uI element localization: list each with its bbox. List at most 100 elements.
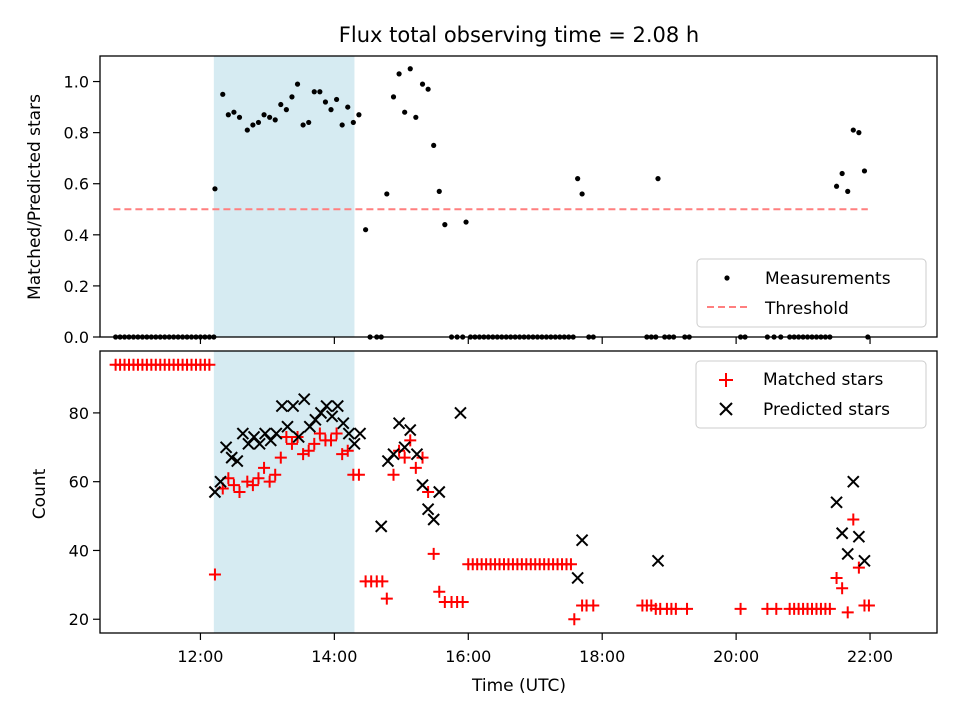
- measurement-point: [845, 188, 851, 194]
- matched-star-point: [246, 479, 259, 492]
- panel-ratio: 0.0 0.2 0.4 0.6 0.8 1.0 Matched/Predicted sta…: [25, 55, 938, 347]
- matched-star-point: [258, 461, 271, 474]
- matched-star-point: [830, 571, 843, 584]
- measurement-point: [267, 114, 273, 120]
- legend-predicted-marker: [719, 402, 733, 416]
- predicted-star-point: [253, 437, 266, 451]
- predicted-star-point: [404, 423, 417, 437]
- matched-star-point: [416, 451, 429, 464]
- chart-title: Flux total observing time = 2.08 h: [339, 23, 699, 47]
- legend-measurements-marker: [724, 275, 730, 281]
- measurement-point: [283, 107, 289, 113]
- matched-star-point: [313, 427, 326, 440]
- y-axis-label-bottom: Count: [30, 468, 50, 519]
- measurement-point: [839, 170, 845, 177]
- measurement-point: [278, 101, 284, 108]
- matched-star-point: [252, 472, 265, 485]
- measurement-point: [225, 112, 231, 118]
- measurement-point: [212, 186, 218, 192]
- measurement-point: [220, 91, 226, 97]
- matched-star-point: [380, 592, 393, 605]
- y-tick-label: 80: [69, 404, 89, 423]
- predicted-star-point: [231, 454, 244, 468]
- measurement-point: [384, 191, 390, 197]
- y-axis-label-top: Matched/Predicted stars: [25, 94, 45, 300]
- matched-star-point: [393, 444, 406, 457]
- matched-star-point: [409, 461, 422, 474]
- plot-frame-bottom: [99, 350, 938, 634]
- predicted-star-point: [433, 485, 446, 499]
- predicted-star-point: [348, 437, 361, 451]
- legend-top: Measurements Threshold: [696, 258, 927, 328]
- plot-frame-top: [99, 55, 938, 338]
- matched-star-point: [387, 468, 400, 481]
- predicted-star-point: [416, 478, 429, 492]
- measurement-point: [390, 94, 397, 100]
- measurement-point: [272, 117, 278, 123]
- matched-star-point: [203, 358, 216, 371]
- matched-star-point: [669, 602, 682, 615]
- measurement-point: [333, 96, 340, 103]
- measurement-point: [250, 122, 256, 128]
- y-tick-label: 0.6: [64, 175, 89, 194]
- measurement-point: [419, 81, 426, 87]
- predicted-star-point: [281, 420, 294, 433]
- measurement-point: [322, 99, 329, 105]
- measurement-point: [861, 168, 868, 174]
- predicted-star-point: [298, 392, 311, 406]
- matched-star-point: [734, 602, 747, 615]
- matched-star-point: [404, 434, 417, 447]
- y-tick-label: 0.2: [64, 277, 89, 296]
- measurement-point: [413, 114, 419, 120]
- predicted-star-point: [421, 502, 435, 516]
- measurement-point: [396, 71, 402, 77]
- measurement-point: [294, 81, 301, 87]
- matched-star-point: [208, 568, 221, 581]
- y-tick-label: 0.8: [64, 124, 89, 143]
- matched-star-point: [770, 602, 783, 615]
- measurement-point: [363, 227, 369, 233]
- predicted-star-point: [331, 399, 344, 413]
- matched-star-point: [285, 437, 298, 450]
- legend-measurements-label: Measurements: [765, 269, 891, 289]
- y-axis-bottom: 20 40 60 80: [69, 404, 100, 629]
- matched-star-point: [280, 430, 293, 443]
- predicted-star-point: [830, 496, 843, 509]
- y-tick-label: 20: [69, 610, 89, 629]
- measurement-point: [350, 119, 356, 126]
- matched-star-point: [568, 613, 581, 626]
- measurement-point: [345, 104, 351, 110]
- predicted-star-point: [858, 554, 871, 567]
- predicted-star-point: [236, 427, 250, 440]
- predicted-star-point: [270, 427, 283, 440]
- y-axis-top: 0.0 0.2 0.4 0.6 0.8 1.0: [64, 73, 100, 347]
- predicted-star-point: [398, 441, 411, 454]
- measurement-point: [289, 94, 295, 100]
- measurement-point: [300, 122, 306, 128]
- y-tick-label: 40: [69, 541, 89, 560]
- matched-star-point: [841, 606, 854, 619]
- measurement-point: [856, 130, 862, 136]
- predicted-star-point: [208, 485, 222, 499]
- matched-star-point: [862, 599, 875, 612]
- legend-predicted-label: Predicted stars: [763, 400, 890, 420]
- matched-star-point: [456, 596, 469, 609]
- measurement-point: [575, 176, 581, 182]
- predicted-star-point: [454, 406, 467, 420]
- matched-star-point: [274, 451, 287, 464]
- measurement-point: [463, 219, 469, 225]
- predicted-star-point: [835, 527, 849, 540]
- predicted-star-point: [847, 475, 860, 488]
- matched-star-point: [263, 475, 276, 488]
- measurement-point: [402, 109, 408, 115]
- y-tick-label: 0.0: [64, 328, 89, 347]
- matched-star-point: [376, 575, 389, 588]
- measurement-point: [244, 127, 250, 133]
- legend-box: [696, 258, 927, 328]
- matched-star-point: [302, 444, 315, 457]
- matched-star-point: [227, 479, 240, 492]
- matched-star-point: [422, 486, 435, 498]
- measurement-point: [356, 112, 362, 118]
